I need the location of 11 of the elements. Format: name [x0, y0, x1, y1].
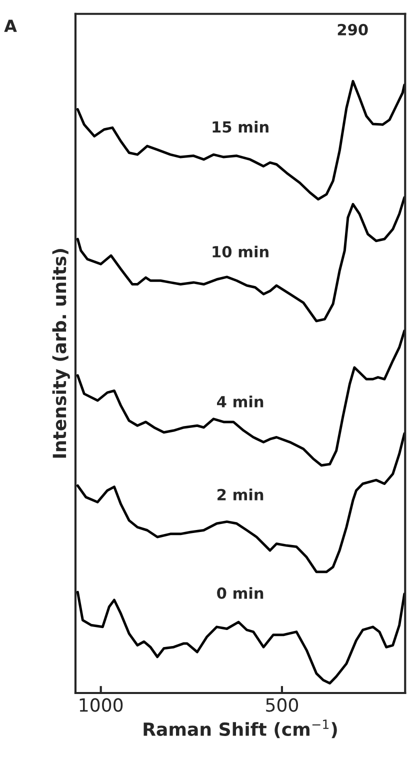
series-label: 4 min	[217, 396, 264, 408]
text: A	[4, 20, 17, 32]
x-tick-label: 1000	[80, 698, 123, 712]
series-label: 2 min	[218, 488, 264, 500]
annotation: 290	[338, 24, 368, 36]
x-tick-label: 500	[266, 698, 298, 712]
series-label: 0 min	[217, 587, 264, 599]
series-label: 10 min	[212, 246, 268, 258]
y-axis-title: Intensity (arb. units)	[52, 249, 70, 458]
x-axis-title: Raman Shift (cm$^{−1}$)	[144, 720, 337, 738]
series-label: 15 min	[212, 120, 268, 133]
